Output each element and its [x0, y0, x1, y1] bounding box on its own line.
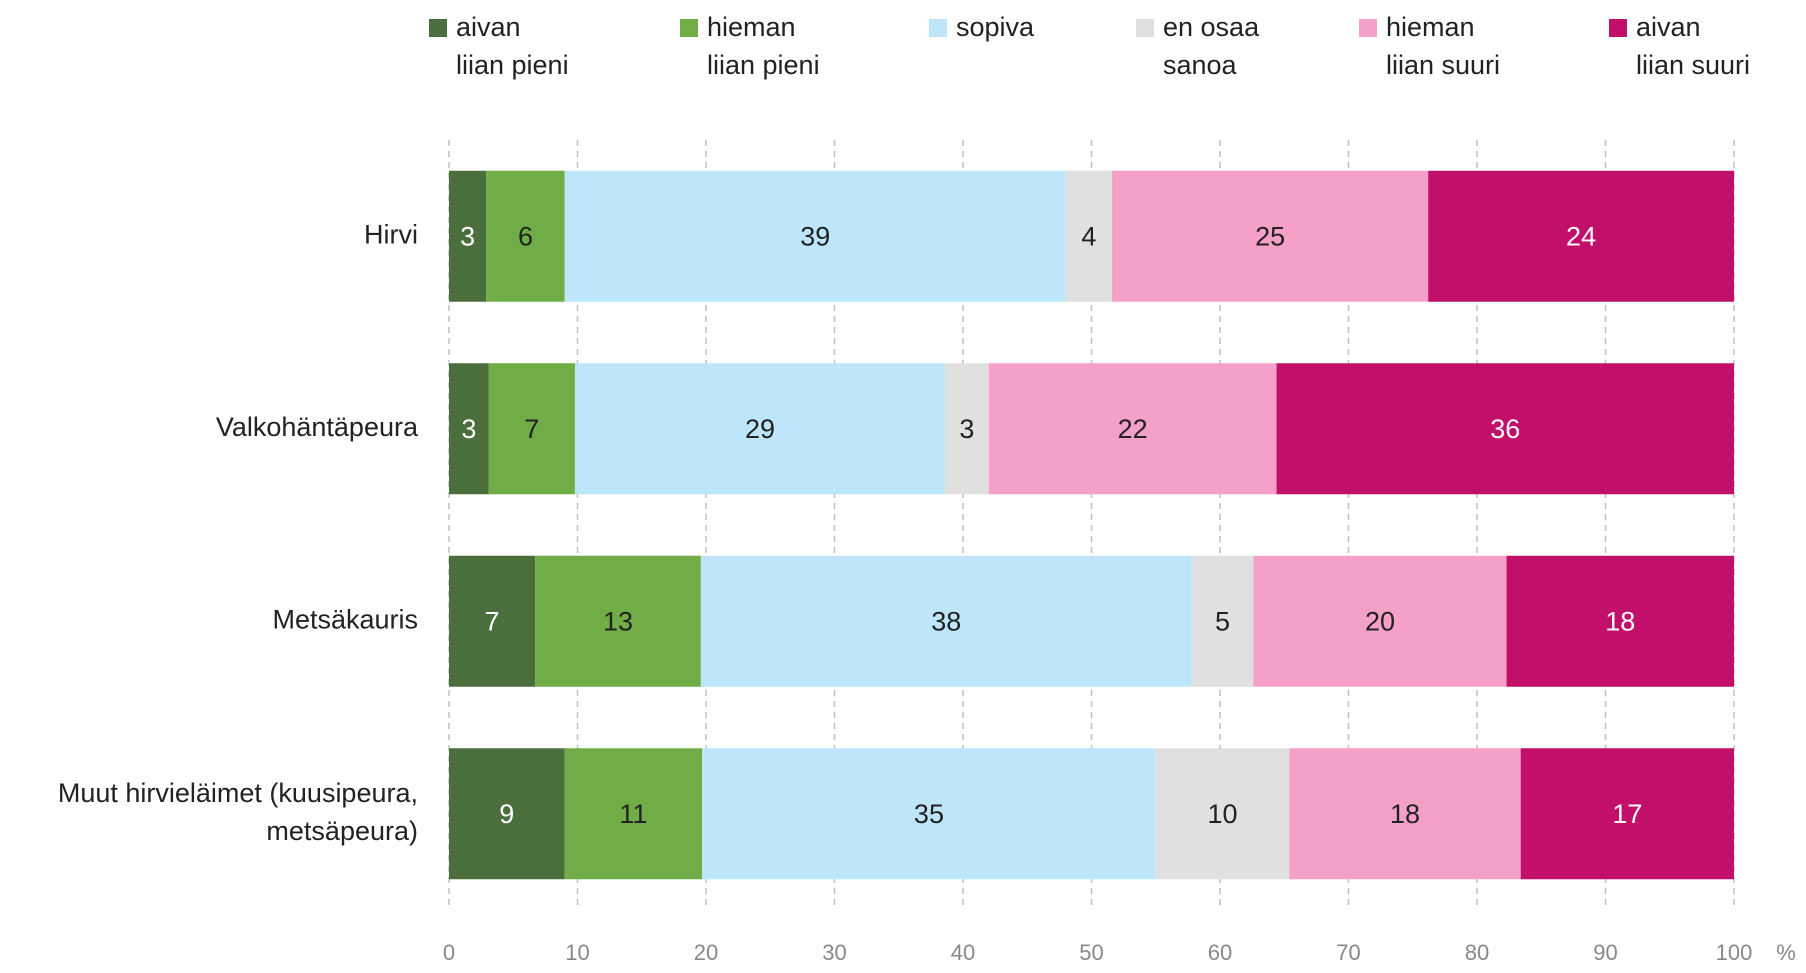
- value-label: 3: [460, 221, 475, 251]
- legend-swatch: [929, 19, 947, 37]
- x-tick-label: 60: [1208, 940, 1232, 965]
- value-label: 25: [1255, 221, 1285, 251]
- legend-label: hieman liian pieni: [707, 12, 820, 80]
- value-label: 35: [914, 799, 944, 829]
- value-label: 22: [1118, 414, 1148, 444]
- category-label: Hirvi: [364, 219, 418, 249]
- value-label: 17: [1612, 799, 1642, 829]
- value-label: 10: [1208, 799, 1238, 829]
- value-label: 4: [1081, 221, 1096, 251]
- bar-segment: [1520, 748, 1734, 880]
- category-label: Muut hirvieläimet (kuusipeura, metsäpeura…: [58, 778, 418, 846]
- x-tick-label: 40: [951, 940, 975, 965]
- bar-segment: [1155, 748, 1290, 880]
- bar-segment: [702, 748, 1156, 880]
- value-label: 3: [461, 414, 476, 444]
- legend-label: aivan liian suuri: [1636, 12, 1750, 80]
- value-label: 5: [1215, 606, 1230, 636]
- x-tick-label: 80: [1465, 940, 1489, 965]
- value-label: 29: [745, 414, 775, 444]
- bar-segment: [988, 363, 1277, 495]
- legend-label: sopiva: [956, 12, 1035, 42]
- legend-swatch: [1609, 19, 1627, 37]
- bar-segment: [488, 363, 575, 495]
- bar-segment: [564, 748, 703, 880]
- x-tick-label: 10: [565, 940, 589, 965]
- bar-segment: [1112, 170, 1429, 302]
- x-tick-label: 50: [1079, 940, 1103, 965]
- legend-label: aivan liian pieni: [456, 12, 569, 80]
- legend-swatch: [429, 19, 447, 37]
- x-tick-label: 70: [1336, 940, 1360, 965]
- legend-swatch: [1136, 19, 1154, 37]
- value-label: 18: [1390, 799, 1420, 829]
- bar-segment: [1191, 555, 1254, 687]
- bar-segment: [449, 363, 489, 495]
- x-tick-label: 30: [822, 940, 846, 965]
- value-label: 18: [1605, 606, 1635, 636]
- bar-segment: [449, 555, 536, 687]
- value-label: 13: [603, 606, 633, 636]
- value-label: 24: [1566, 221, 1596, 251]
- x-tick-label: 90: [1593, 940, 1617, 965]
- bar-segment: [1428, 170, 1734, 302]
- legend-swatch: [680, 19, 698, 37]
- bar-segment: [486, 170, 565, 302]
- value-label: 9: [499, 799, 514, 829]
- value-label: 6: [518, 221, 533, 251]
- bar-segment: [700, 555, 1192, 687]
- value-label: 11: [619, 799, 647, 829]
- bar-segment: [1253, 555, 1507, 687]
- bar-segment: [945, 363, 989, 495]
- x-tick-label: 0: [443, 940, 455, 965]
- category-label: Valkohäntäpeura: [216, 412, 419, 442]
- bar-segment: [1506, 555, 1734, 687]
- category-label: Metsäkauris: [272, 604, 418, 634]
- value-label: 36: [1490, 414, 1520, 444]
- value-label: 7: [524, 414, 539, 444]
- value-label: 38: [931, 606, 961, 636]
- bar-segment: [449, 170, 487, 302]
- bar-segment: [1065, 170, 1113, 302]
- bar-segment: [564, 170, 1066, 302]
- bar-segment: [1289, 748, 1521, 880]
- bar-segment: [574, 363, 946, 495]
- bar-segment: [449, 748, 565, 880]
- x-tick-label: 100: [1716, 940, 1753, 965]
- legend-label: hieman liian suuri: [1386, 12, 1500, 80]
- value-label: 20: [1365, 606, 1395, 636]
- value-label: 7: [485, 606, 500, 636]
- bar-segment: [535, 555, 701, 687]
- bar-segment: [1276, 363, 1734, 495]
- value-label: 39: [800, 221, 830, 251]
- legend-swatch: [1359, 19, 1377, 37]
- value-label: 3: [959, 414, 974, 444]
- legend-label: en osaa sanoa: [1163, 12, 1260, 80]
- x-axis-label: %: [1776, 940, 1796, 965]
- x-tick-label: 20: [694, 940, 718, 965]
